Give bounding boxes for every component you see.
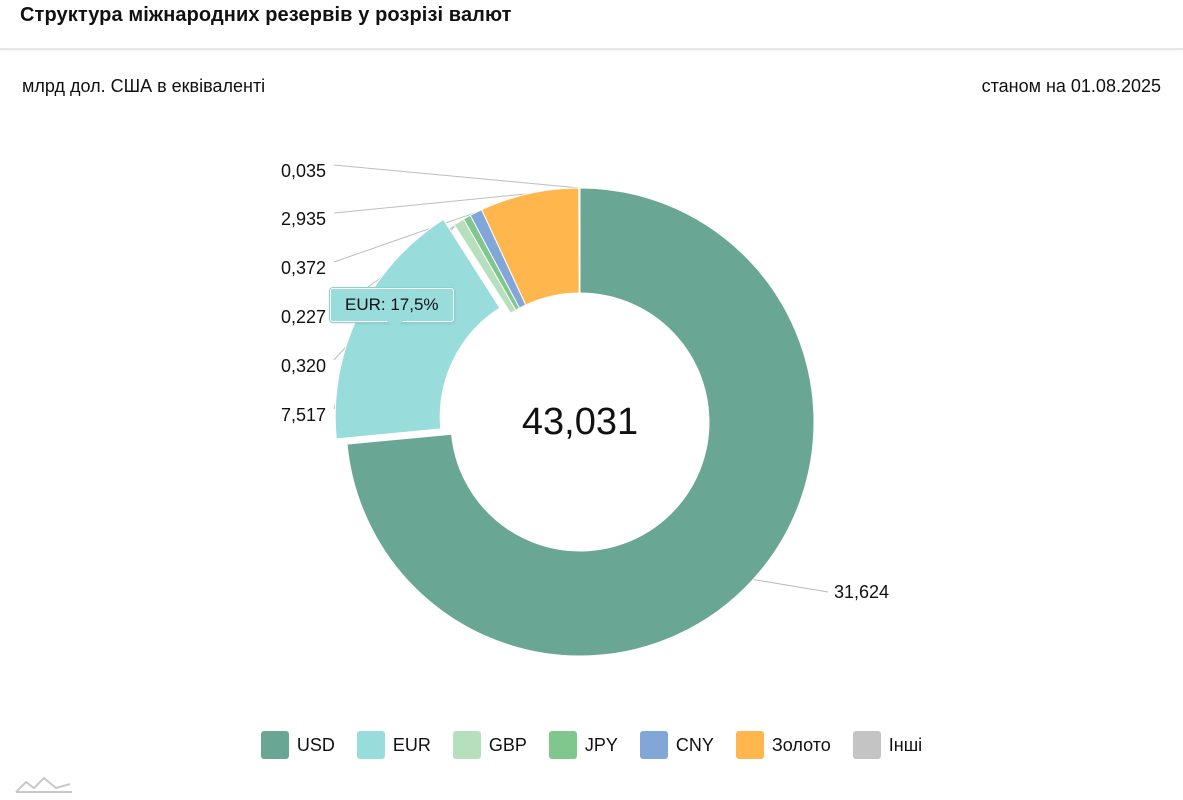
legend-swatch bbox=[852, 731, 881, 759]
data-label-jpy: 0,227 bbox=[281, 307, 326, 327]
legend-label: GBP bbox=[488, 734, 527, 755]
data-label-gbp: 0,320 bbox=[281, 356, 326, 376]
chart-title: Структура міжнародних резервів у розрізі… bbox=[20, 4, 512, 26]
legend-item-інші[interactable]: Інші bbox=[852, 731, 923, 759]
legend-swatch bbox=[639, 731, 668, 759]
tooltip: EUR: 17,5% bbox=[330, 288, 454, 329]
legend-swatch bbox=[548, 731, 577, 759]
data-label-usd: 31,624 bbox=[834, 582, 889, 602]
data-label-cny: 0,372 bbox=[281, 258, 326, 278]
legend-item-eur[interactable]: EUR bbox=[356, 731, 431, 759]
leader-line-інші bbox=[333, 164, 580, 189]
leader-line-usd bbox=[753, 578, 829, 593]
legend-swatch bbox=[735, 731, 764, 759]
chart-header: Структура міжнародних резервів у розрізі… bbox=[0, 0, 1183, 50]
legend-label: JPY bbox=[584, 734, 618, 755]
slice-eur[interactable] bbox=[334, 218, 501, 440]
legend-label: CNY bbox=[675, 734, 714, 755]
legend-swatch bbox=[452, 731, 481, 759]
donut-chart: 31,624 7,517 0,320 0,227 0,372 2,935 0,035 43,0… bbox=[281, 161, 889, 657]
legend-label: Золото bbox=[771, 734, 831, 755]
legend-item-usd[interactable]: USD bbox=[260, 731, 335, 759]
data-label-eur: 7,517 bbox=[281, 405, 326, 425]
as-of-date: станом на 01.08.2025 bbox=[981, 76, 1161, 96]
legend-item-gbp[interactable]: GBP bbox=[452, 731, 527, 759]
legend-item-jpy[interactable]: JPY bbox=[548, 731, 618, 759]
slice-usd[interactable] bbox=[346, 187, 815, 657]
leader-line-золото bbox=[333, 193, 530, 214]
legend-item-cny[interactable]: CNY bbox=[639, 731, 714, 759]
legend: USD EUR GBP JPY CNY Золото Інші bbox=[0, 731, 1183, 759]
center-total-label: 43,031 bbox=[522, 401, 638, 443]
unit-label: млрд дол. США в еквіваленті bbox=[22, 76, 266, 96]
legend-label: EUR bbox=[392, 734, 431, 755]
legend-label: Інші bbox=[888, 734, 923, 755]
logo-icon bbox=[15, 776, 72, 793]
leader-line-cny bbox=[333, 211, 477, 263]
data-label-золото: 2,935 bbox=[281, 209, 326, 229]
legend-swatch bbox=[260, 731, 289, 759]
legend-label: USD bbox=[296, 734, 335, 755]
slice-інші[interactable] bbox=[578, 187, 581, 294]
legend-item-золото[interactable]: Золото bbox=[735, 731, 831, 759]
data-label-інші: 0,035 bbox=[281, 161, 326, 181]
legend-swatch bbox=[356, 731, 385, 759]
